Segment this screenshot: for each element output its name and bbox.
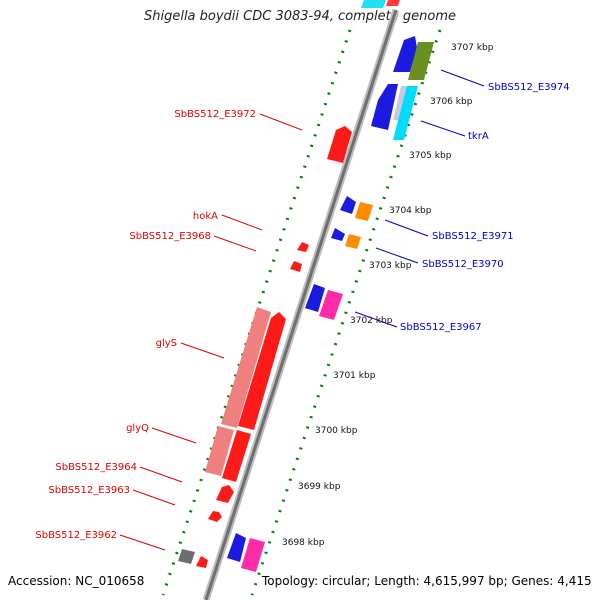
gene-glyS-red	[238, 312, 286, 430]
gene-label-left: glyS	[156, 338, 177, 349]
kbp-label: 3703 kbp	[369, 261, 412, 271]
gene-label-left: SbBS512_E3968	[129, 231, 211, 242]
gene-SbBS512_E3974-blue	[393, 36, 417, 72]
gene-label-right: tkrA	[468, 131, 489, 142]
gene-glyQ-red	[222, 430, 251, 482]
gene-glyQ-pink	[205, 426, 234, 476]
accession-text: Accession: NC_010658	[8, 574, 145, 588]
gene-label-right: SbBS512_E3967	[400, 322, 482, 333]
gene-cyan-top	[361, 0, 386, 8]
gene-SbBS512_E3971-orange	[355, 202, 373, 221]
kbp-label: 3700 kbp	[315, 426, 358, 436]
gene-label-left: SbBS512_E3963	[48, 485, 130, 496]
gene-SbBS512_E3967-blue	[305, 284, 325, 312]
gene-label-right: SbBS512_E3974	[488, 82, 570, 93]
gene-label-left: glyQ	[126, 423, 149, 434]
connectors-right	[354, 69, 485, 328]
gene-label-right: SbBS512_E3971	[432, 231, 514, 242]
kbp-label: 3698 kbp	[282, 538, 325, 548]
genome-summary-text: Topology: circular; Length: 4,615,997 bp…	[262, 574, 592, 588]
gene-SbBS512_E3971-blue	[340, 196, 356, 214]
kbp-label: 3699 kbp	[298, 482, 341, 492]
gene-SbBS512_E3974-green	[408, 42, 434, 80]
gene-hokA	[297, 242, 309, 252]
gene-magenta-bottom	[241, 538, 265, 572]
gene-glyS-pink	[221, 307, 271, 428]
gene-SbBS512_E3972	[327, 126, 352, 163]
gene-label-right: SbBS512_E3970	[422, 259, 504, 270]
gene-SbBS512_E3963	[208, 511, 222, 522]
gene-SbBS512_E3968	[290, 261, 302, 272]
gene-blue-bottom	[227, 533, 246, 562]
tick-line-right	[250, 29, 442, 596]
connectors-left	[119, 113, 303, 551]
gene-SbBS512_E3962-grey	[178, 549, 195, 564]
gene-label-left: hokA	[193, 211, 218, 222]
map-title: Shigella boydii CDC 3083-94, complete ge…	[143, 9, 457, 24]
gene-SbBS512_E3970-orange	[345, 234, 361, 249]
gene-SbBS512_E3970-blue	[331, 228, 345, 241]
gene-tkrA-cyan	[393, 86, 418, 140]
kbp-label: 3706 kbp	[430, 97, 473, 107]
gene-tkrA-blue	[371, 84, 398, 130]
gene-label-left: SbBS512_E3962	[35, 530, 117, 541]
kbp-label: 3707 kbp	[451, 43, 494, 53]
gene-SbBS512_E3964	[216, 485, 234, 503]
kbp-label: 3702 kbp	[350, 316, 393, 326]
gene-SbBS512_E3967-magenta	[319, 290, 343, 320]
gene-SbBS512_E3962-red	[196, 556, 208, 568]
gene-label-left: SbBS512_E3964	[55, 462, 137, 473]
gene-red-top	[386, 0, 400, 6]
kbp-label: 3705 kbp	[409, 151, 452, 161]
kbp-label: 3701 kbp	[333, 371, 376, 381]
genome-backbone	[202, 8, 400, 600]
gene-label-left: SbBS512_E3972	[174, 109, 256, 120]
kbp-label: 3704 kbp	[389, 206, 432, 216]
